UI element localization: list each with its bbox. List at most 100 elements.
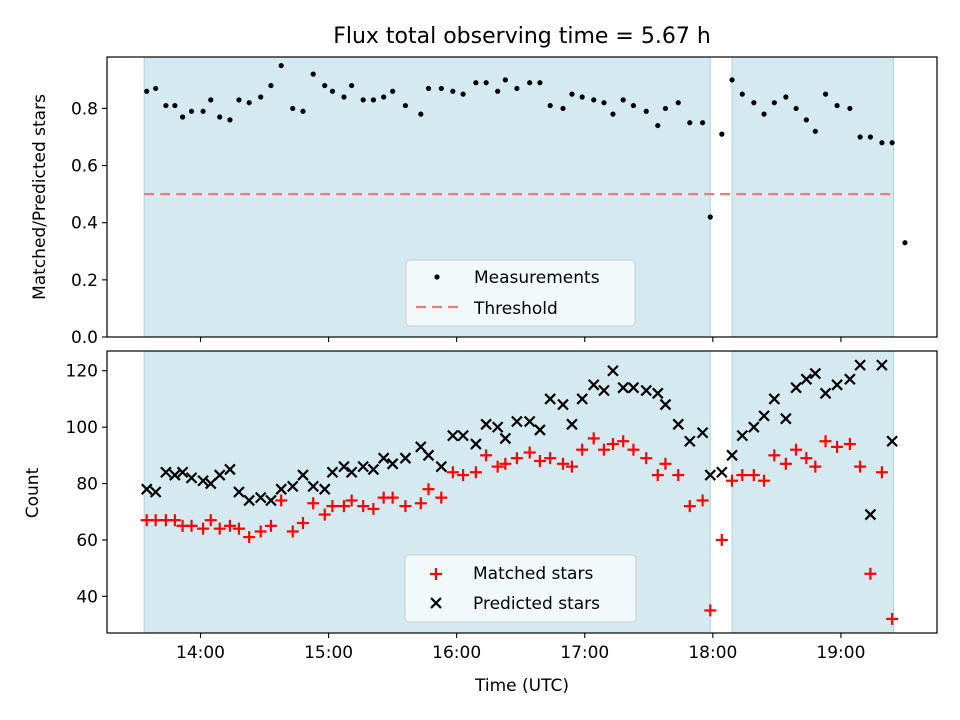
top-y-axis-label: Matched/Predicted stars (30, 94, 50, 300)
predicted-star-point (213, 469, 226, 481)
measurement-point (310, 71, 316, 77)
matched-star-point (296, 517, 309, 530)
matched-star-point (326, 500, 339, 513)
matched-star-point (264, 519, 277, 532)
measurement-point (341, 94, 347, 100)
measurement-point (473, 80, 479, 86)
top-xticks (199, 337, 842, 342)
matched-star-point (386, 491, 399, 504)
predicted-star-point (224, 463, 236, 476)
bottom-panel: 40 60 80 100 120 14:00 15:00 16:00 17:00 18:00 19… (23, 350, 938, 696)
matched-star-point (469, 466, 482, 479)
predicted-star-point (307, 480, 319, 493)
measurement-point (719, 131, 725, 137)
y-tick-label: 0.8 (71, 99, 98, 119)
measurement-point (601, 100, 607, 106)
predicted-star-point (716, 466, 728, 479)
matched-star-point (640, 452, 653, 465)
matched-star-point (499, 457, 512, 470)
matched-star-point (683, 500, 696, 513)
measurement-point (889, 140, 895, 146)
measurement-point (620, 97, 626, 103)
matched-star-point (696, 494, 709, 507)
matched-star-point (337, 500, 350, 513)
matched-star-point (790, 443, 803, 456)
predicted-star-point (169, 469, 181, 481)
matched-star-point (414, 497, 427, 510)
bottom-legend-box (404, 554, 637, 623)
matched-star-point (286, 525, 299, 538)
measurement-point (236, 97, 242, 103)
predicted-star-point (243, 494, 255, 507)
matched-star-point (843, 438, 856, 451)
matched-star-point (779, 457, 792, 470)
top-panel: Flux total observing time = 5.67 h 0.00.… (30, 24, 938, 348)
matched-star-point (758, 474, 771, 487)
predicted-star-point (617, 381, 629, 394)
predicted-star-point (275, 483, 287, 495)
measurement-point (751, 100, 757, 106)
predicted-star-point (640, 384, 653, 397)
predicted-star-point (659, 398, 672, 411)
predicted-star-point (758, 410, 770, 422)
matched-star-point (232, 522, 245, 535)
measurement-point (847, 105, 853, 112)
predicted-star-point (544, 393, 556, 405)
legend-matched-label: Matched stars (473, 564, 593, 584)
matched-star-point (510, 452, 523, 465)
predicted-star-point (566, 418, 578, 431)
y-tick-label: 60 (76, 531, 98, 551)
matched-star-point (875, 466, 888, 479)
measurement-point (381, 94, 387, 100)
measurement-point (495, 88, 501, 94)
predicted-star-point (176, 466, 189, 479)
predicted-star-point (684, 435, 696, 448)
measurement-point (246, 100, 252, 106)
predicted-star-point (790, 381, 802, 394)
predicted-star-point (576, 393, 588, 405)
matched-star-point (275, 494, 288, 507)
matched-star-point (617, 435, 630, 448)
matched-star-point (672, 469, 685, 482)
predicted-star-point (435, 460, 448, 473)
predicted-star-point (286, 480, 299, 493)
matched-star-point (651, 469, 664, 482)
matched-star-point (168, 514, 181, 527)
predicted-star-point (254, 491, 267, 504)
measurement-point (655, 122, 661, 129)
matched-star-point (149, 514, 162, 527)
measurement-point (483, 80, 489, 86)
measurement-point (812, 128, 818, 134)
predicted-star-point (326, 466, 339, 479)
measurement-point (418, 111, 424, 117)
predicted-star-point (149, 486, 162, 498)
predicted-star-point (854, 359, 866, 371)
measurement-point (179, 114, 186, 120)
matched-star-point (197, 522, 210, 535)
predicted-star-point (598, 384, 610, 397)
measurement-point (268, 82, 274, 89)
matched-star-point (185, 519, 198, 532)
predicted-star-point (140, 483, 153, 495)
bottom-y-axis-label: Count (23, 467, 43, 518)
x-tick-label: 19:00 (816, 643, 865, 663)
measurement-point (258, 94, 264, 100)
predicted-star-point (736, 429, 749, 442)
measurement-point (537, 80, 543, 86)
x-tick-label: 15:00 (304, 643, 353, 663)
matched-star-point (318, 508, 331, 521)
matched-star-point (768, 449, 781, 462)
top-legend-box (405, 259, 636, 327)
measurement-point (569, 91, 575, 97)
predicted-star-point (696, 427, 709, 439)
measurement-point (700, 120, 706, 126)
predicted-star-point (470, 438, 482, 450)
bottom-plot-frame (106, 350, 938, 634)
matched-star-point (544, 452, 557, 465)
legend-predicted-marker (430, 597, 442, 609)
predicted-star-point (704, 469, 717, 481)
measurement-point (761, 111, 767, 117)
legend-measurements-label: Measurements (474, 268, 600, 288)
predicted-star-point (831, 379, 843, 391)
